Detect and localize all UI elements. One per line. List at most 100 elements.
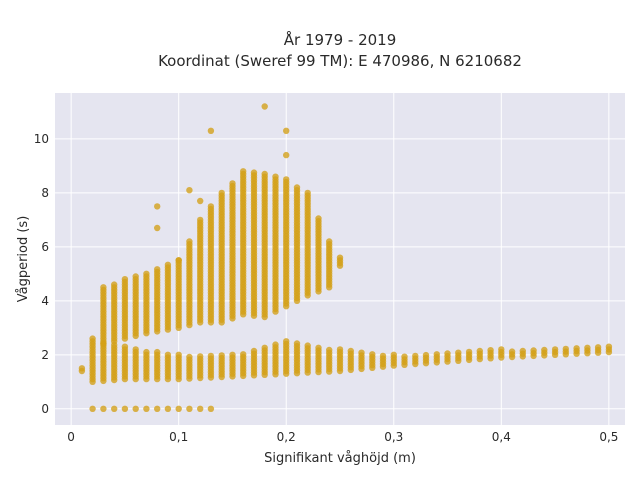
y-axis-label: Vågperiod (s): [16, 216, 31, 303]
data-point: [89, 405, 96, 412]
data-point: [100, 284, 107, 291]
y-tick-label: 6: [41, 240, 49, 254]
data-point: [261, 344, 268, 351]
data-point: [197, 216, 204, 224]
chart-subtitle: Koordinat (Sweref 99 TM): E 470986, N 62…: [158, 52, 522, 70]
data-point: [562, 345, 569, 353]
data-point: [132, 273, 139, 280]
data-point: [121, 405, 129, 412]
data-point: [175, 405, 182, 412]
data-point: [197, 353, 204, 360]
data-point: [175, 257, 182, 264]
data-point: [412, 352, 419, 360]
data-point: [240, 168, 247, 175]
x-tick-label: 0,2: [277, 430, 296, 444]
x-axis-label: Signifikant våghöjd (m): [264, 451, 416, 466]
data-point: [390, 351, 397, 358]
data-point: [121, 343, 129, 350]
data-point: [164, 351, 172, 358]
data-point: [336, 346, 344, 353]
data-point: [594, 344, 602, 351]
data-point: [132, 346, 139, 353]
x-tick-label: 0,1: [169, 430, 188, 444]
data-point: [143, 405, 150, 412]
data-point: [164, 261, 172, 268]
data-point: [293, 340, 301, 347]
data-point: [347, 347, 354, 355]
data-point: [444, 350, 451, 357]
data-point: [304, 342, 311, 349]
data-point: [197, 405, 204, 412]
data-point: [154, 405, 161, 412]
x-tick-label: 0,4: [492, 430, 511, 444]
y-tick-label: 2: [41, 348, 49, 362]
y-tick-label: 4: [41, 294, 49, 308]
data-point: [229, 351, 236, 358]
data-point: [218, 352, 225, 359]
data-point: [304, 189, 311, 197]
data-point: [186, 353, 193, 361]
data-point: [154, 348, 161, 356]
data-point: [78, 365, 86, 372]
data-point: [433, 351, 440, 358]
data-point: [89, 335, 96, 342]
y-tick-label: 10: [34, 132, 49, 146]
data-point: [261, 170, 268, 178]
data-point: [111, 281, 118, 288]
data-points: [78, 103, 613, 412]
data-point: [422, 351, 430, 359]
data-point: [143, 270, 150, 277]
data-point: [551, 346, 559, 353]
data-point: [541, 346, 548, 354]
data-point: [229, 180, 236, 187]
data-point: [379, 352, 387, 360]
data-point: [487, 347, 494, 354]
data-point: [605, 343, 613, 350]
data-point: [519, 347, 526, 355]
data-point: [154, 203, 161, 210]
data-point: [100, 405, 107, 412]
data-point: [283, 151, 290, 159]
y-tick-label: 0: [41, 402, 49, 416]
data-point: [336, 254, 344, 261]
data-point: [207, 203, 215, 210]
data-point: [218, 189, 225, 197]
data-point: [326, 346, 333, 354]
data-point: [186, 405, 193, 412]
tick-labels: 0 0,1 0,2 0,3 0,4 0,5 0 2 4 6 8 10: [34, 132, 619, 444]
data-point: [207, 405, 215, 412]
x-tick-label: 0: [67, 430, 75, 444]
data-point: [143, 348, 150, 356]
data-point: [573, 345, 580, 352]
data-point: [283, 338, 290, 345]
data-point: [530, 347, 537, 354]
data-point: [261, 103, 268, 110]
x-tick-label: 0,3: [384, 430, 403, 444]
x-tick-label: 0,5: [599, 430, 618, 444]
data-point: [326, 238, 333, 245]
data-point: [154, 224, 161, 232]
data-point: [508, 348, 516, 355]
data-point: [154, 266, 161, 273]
data-point: [186, 238, 193, 245]
data-point: [164, 405, 172, 412]
data-point: [207, 352, 215, 360]
data-point: [207, 127, 215, 134]
data-point: [584, 344, 591, 351]
chart-title: År 1979 - 2019: [284, 30, 397, 49]
data-point: [315, 344, 322, 351]
data-point: [121, 276, 129, 283]
data-point: [401, 353, 408, 360]
data-point: [111, 405, 118, 412]
data-point: [283, 176, 290, 183]
data-point: [250, 347, 258, 355]
data-point: [293, 184, 301, 191]
data-point: [498, 346, 505, 353]
data-point: [197, 197, 204, 205]
data-point: [272, 173, 279, 180]
data-point: [315, 215, 322, 222]
y-tick-label: 8: [41, 186, 49, 200]
data-point: [358, 349, 365, 356]
data-point: [240, 351, 247, 358]
